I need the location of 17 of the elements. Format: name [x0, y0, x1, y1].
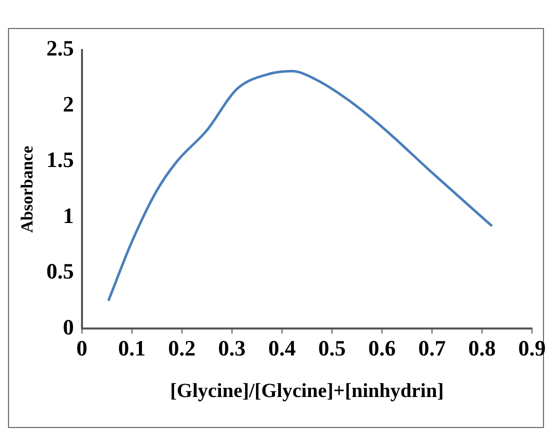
- x-axis-title: [Glycine]/[Glycine]+[ninhydrin]: [170, 380, 444, 402]
- y-axis-title: Absorbance: [18, 145, 37, 233]
- y-tick-label: 2: [62, 91, 74, 116]
- y-tick-label: 2.5: [46, 36, 74, 61]
- x-tick-label: 0.8: [468, 335, 496, 360]
- y-tick-label: 1: [62, 202, 74, 228]
- x-tick-label: 0.6: [368, 335, 396, 360]
- line-series: [107, 70, 494, 302]
- x-tick-label: 0.1: [118, 335, 146, 360]
- x-tick-label: 0.5: [318, 335, 346, 360]
- y-tick-label: 0: [62, 314, 74, 340]
- y-tick-label: 1.5: [46, 147, 74, 172]
- x-tick-label: 0.3: [218, 335, 246, 360]
- x-tick-label: 0.7: [418, 335, 446, 360]
- x-tick-label: 0.4: [268, 335, 296, 360]
- x-tick-label: 0.2: [168, 335, 196, 360]
- y-tick-label: 0.5: [46, 258, 74, 284]
